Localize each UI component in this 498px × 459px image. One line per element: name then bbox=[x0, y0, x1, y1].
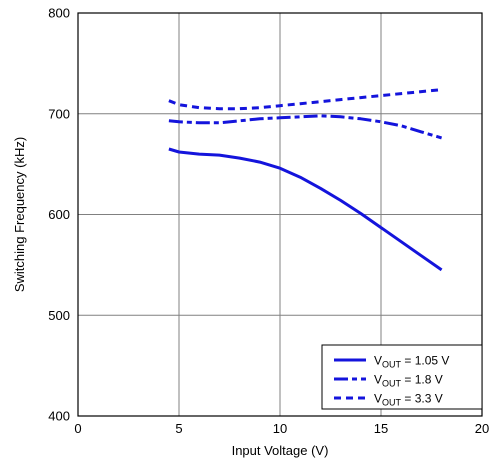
x-tick-label: 15 bbox=[374, 421, 388, 436]
y-tick-label: 700 bbox=[48, 106, 70, 121]
series-layer bbox=[168, 88, 443, 272]
x-tick-label: 10 bbox=[273, 421, 287, 436]
legend-entry: VOUT = 1.05 V bbox=[374, 354, 449, 370]
legend: VOUT = 1.05 V VOUT = 1.8 V VOUT = 3.3 V bbox=[321, 344, 483, 410]
y-tick-label: 400 bbox=[48, 409, 70, 424]
x-tick-label: 5 bbox=[175, 421, 182, 436]
plot-frame bbox=[77, 12, 483, 417]
series-line-1 bbox=[168, 147, 443, 272]
x-axis: 0 5 10 15 20 bbox=[74, 421, 489, 436]
series-line-2 bbox=[168, 114, 443, 140]
y-tick-label: 500 bbox=[48, 308, 70, 323]
legend-entry: VOUT = 1.8 V bbox=[374, 373, 443, 389]
x-axis-label: Input Voltage (V) bbox=[232, 443, 329, 458]
y-axis-label: Switching Frequency (kHz) bbox=[12, 137, 27, 292]
legend-entry: VOUT = 3.3 V bbox=[374, 392, 443, 408]
x-tick-label: 0 bbox=[74, 421, 81, 436]
grid bbox=[78, 13, 482, 416]
y-tick-label: 800 bbox=[48, 6, 70, 21]
series-line-3 bbox=[168, 88, 442, 111]
x-tick-label: 20 bbox=[475, 421, 489, 436]
y-tick-label: 600 bbox=[48, 207, 70, 222]
y-axis: 400 500 600 700 800 bbox=[48, 6, 70, 424]
